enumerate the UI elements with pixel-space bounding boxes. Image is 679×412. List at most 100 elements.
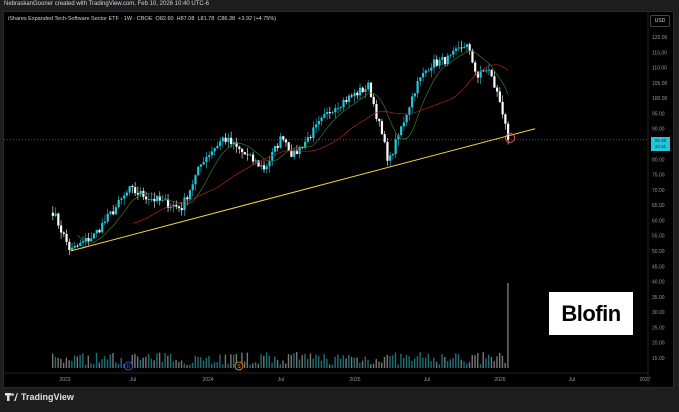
candle-body: [347, 95, 351, 102]
candle-body: [474, 62, 477, 72]
volume-bar: [276, 359, 279, 368]
candle-body: [378, 118, 381, 122]
time-tick: 2024: [202, 377, 213, 383]
currency-button[interactable]: USD: [650, 15, 670, 27]
volume-bar: [65, 357, 68, 368]
volume-bar: [172, 361, 175, 368]
candle-body: [232, 142, 235, 145]
volume-bar: [471, 355, 473, 368]
volume-bar: [71, 361, 73, 368]
candle-body: [188, 190, 192, 200]
volume-bar: [312, 358, 314, 368]
volume-bar: [180, 360, 183, 368]
candle-body: [175, 205, 178, 207]
volume-bar: [246, 352, 249, 368]
candle-body: [101, 223, 104, 233]
candle-body: [240, 148, 244, 153]
volume-bar: [213, 362, 216, 368]
volume-bar: [446, 361, 449, 368]
candle-body: [375, 103, 378, 119]
time-tick: 2025: [349, 377, 360, 383]
volume-bar: [189, 364, 191, 368]
volume-bar: [60, 358, 62, 368]
volume-bar: [265, 352, 268, 368]
volume-bar: [158, 352, 161, 368]
candle-body: [177, 206, 181, 209]
candle-body: [62, 232, 65, 234]
candle-body: [416, 80, 419, 94]
moving-average-fast: [77, 50, 509, 244]
candle-body: [295, 150, 299, 154]
volume-bar: [175, 359, 177, 368]
candle-body: [367, 82, 370, 90]
candle-body: [501, 101, 504, 115]
volume-bar: [372, 363, 375, 368]
low-value: L81.78: [197, 16, 215, 22]
volume-bar: [364, 356, 366, 368]
candle-body: [166, 199, 170, 208]
candle-body: [81, 241, 85, 243]
tradingview-logo[interactable]: TradingView: [5, 392, 74, 402]
volume-bar: [167, 355, 169, 368]
price-tick: 90.00: [652, 127, 665, 133]
volume-bar: [424, 357, 427, 368]
volume-bar: [466, 363, 468, 368]
volume-bar: [326, 358, 328, 368]
candle-body: [68, 241, 71, 250]
candle-body: [180, 208, 183, 211]
candle-body: [54, 213, 57, 216]
candle-body: [59, 225, 63, 233]
volume-bar: [62, 362, 65, 368]
candle-body: [254, 160, 257, 162]
candle-body: [490, 69, 493, 77]
last-price: 86.38: [654, 137, 667, 143]
volume-bar: [230, 354, 232, 368]
candle-body: [358, 87, 362, 96]
candle-body: [205, 156, 208, 162]
candle-body: [114, 207, 118, 215]
bar-countdown: 3d 5h: [654, 143, 667, 149]
candle-body: [164, 199, 167, 201]
volume-bar: [134, 353, 136, 368]
price-tick: 80.00: [652, 157, 665, 163]
candle-body: [479, 70, 482, 78]
price-tick: 95.00: [652, 111, 665, 117]
volume-bar: [296, 352, 298, 368]
candle-body: [284, 139, 288, 143]
volume-bar: [191, 362, 194, 368]
candle-body: [449, 54, 452, 56]
volume-bar: [405, 354, 408, 368]
candle-body: [169, 206, 172, 208]
candle-body: [457, 47, 460, 49]
candle-body: [460, 47, 463, 49]
candle-body: [394, 139, 397, 155]
candle-body: [246, 154, 249, 156]
time-tick: Jul: [278, 377, 284, 383]
blofin-logo-text: Blofin: [561, 300, 621, 326]
volume-bar: [342, 355, 345, 368]
candle-body: [320, 117, 323, 121]
volume-bar: [490, 356, 493, 368]
candle-body: [306, 137, 310, 142]
candle-body: [389, 155, 392, 161]
time-tick: 2026: [494, 377, 505, 383]
time-tick: Jul: [424, 377, 430, 383]
candle-body: [452, 50, 455, 55]
candle-body: [427, 70, 430, 72]
candle-body: [435, 59, 438, 66]
blofin-watermark: Blofin: [549, 292, 633, 335]
candle-body: [123, 195, 126, 199]
volume-bar: [350, 357, 353, 368]
volume-bar: [84, 364, 87, 368]
volume-bar: [507, 283, 509, 368]
candle-body: [84, 237, 87, 242]
candle-body: [271, 151, 274, 161]
candle-body: [150, 198, 153, 200]
symbol-legend: iShares Expanded Tech-Software Sector ET…: [8, 16, 276, 22]
candle-body: [120, 198, 123, 200]
volume-bar: [444, 357, 446, 368]
volume-bar: [408, 356, 410, 368]
volume-bar: [257, 363, 260, 368]
volume-bar: [381, 362, 383, 368]
